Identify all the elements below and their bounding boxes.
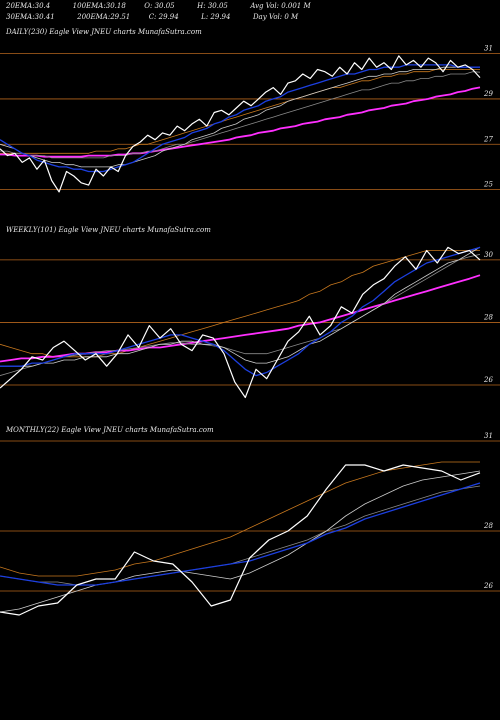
ema200-value: 29.51 <box>110 13 131 21</box>
day-vol-value: 0 M <box>284 13 299 21</box>
weekly-chart: 26 28 30 <box>0 246 500 399</box>
avg-vol-value: 0.001 M <box>281 2 311 10</box>
ema20-value: 30.4 <box>34 2 51 10</box>
daily-ema100-line <box>0 71 481 159</box>
close-value: 29.94 <box>158 13 179 21</box>
monthly-y-tick-label: 28 <box>483 522 493 530</box>
daily-ema30-line <box>0 66 481 168</box>
header-row-1: 20EMA:30.4 100EMA:30.18 O: 30.05 H: 30.0… <box>6 2 311 10</box>
weekly-y-tick-label: 30 <box>484 251 493 259</box>
ema100-value: 30.18 <box>105 2 126 10</box>
high-value: 30.05 <box>207 2 228 10</box>
weekly-ema30-line <box>0 246 481 367</box>
monthly-avg-line <box>0 461 480 577</box>
daily-price-line <box>0 55 481 193</box>
ema20-label: 20EMA: <box>6 2 35 10</box>
weekly-y-tick-label: 26 <box>483 376 493 384</box>
weekly-price-line <box>0 246 481 399</box>
header-row-2: 30EMA:30.41 200EMA:29.51 C: 29.94 L: 29.… <box>6 13 298 21</box>
monthly-y-tick-label: 26 <box>483 582 493 590</box>
monthly-ema30-line <box>0 470 481 613</box>
daily-avg-line <box>0 69 480 154</box>
ema200-label: 200EMA: <box>77 13 111 21</box>
weekly-avg-line <box>0 250 480 358</box>
monthly-ema20-line <box>0 482 481 586</box>
daily-y-tick-label: 29 <box>483 90 493 98</box>
daily-panel-label: DAILY(230) Eagle View JNEU charts Munafa… <box>6 28 202 36</box>
daily-ema20-line <box>0 64 480 173</box>
monthly-chart: 26 28 31 <box>0 432 500 616</box>
daily-y-tick-label: 27 <box>483 135 493 143</box>
daily-y-tick-label: 31 <box>484 45 493 53</box>
open-label: O: <box>144 2 153 10</box>
ema30-label: 30EMA: <box>6 13 35 21</box>
close-label: C: <box>148 13 157 21</box>
ema100-label: 100EMA: <box>72 2 106 10</box>
day-vol-label: Day Vol: <box>252 13 283 21</box>
monthly-y-tick-label: 31 <box>484 432 493 440</box>
weekly-y-tick-label: 28 <box>483 313 493 321</box>
low-label: L: <box>201 13 209 21</box>
monthly-panel-label: MONTHLY(22) Eagle View JNEU charts Munaf… <box>6 426 214 434</box>
avg-vol-label: Avg Vol: <box>250 2 279 10</box>
high-label: H: <box>197 2 206 10</box>
daily-y-tick-label: 25 <box>483 181 493 189</box>
daily-chart: 25 27 29 31 <box>0 45 500 193</box>
ema30-value: 30.41 <box>34 13 55 21</box>
weekly-ema20-line <box>0 246 481 377</box>
weekly-ema100-line <box>0 253 481 376</box>
low-value: 29.94 <box>210 13 231 21</box>
weekly-panel-label: WEEKLY(101) Eagle View JNEU charts Munaf… <box>6 226 211 234</box>
open-value: 30.05 <box>154 2 175 10</box>
daily-ema200-line <box>0 86 481 158</box>
monthly-ema100-line <box>0 485 481 586</box>
monthly-price-line <box>0 464 481 616</box>
